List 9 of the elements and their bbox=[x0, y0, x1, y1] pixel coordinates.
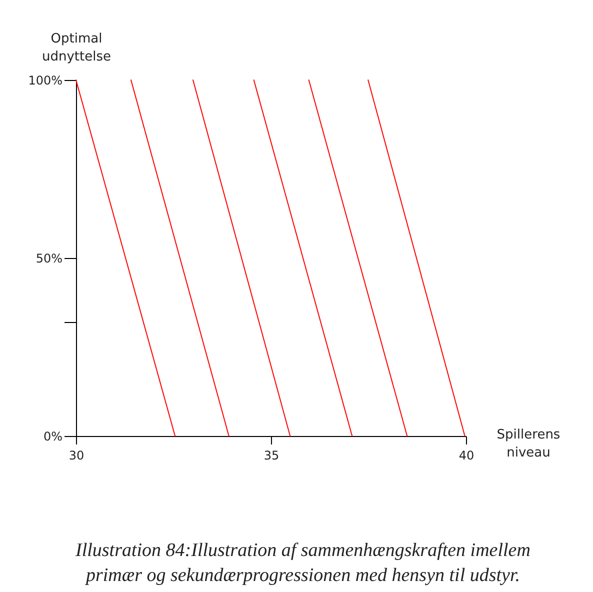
y-tick-label: 50% bbox=[36, 252, 62, 266]
x-axis-title: Spillerens niveau bbox=[496, 428, 560, 460]
x-tick-label: 35 bbox=[264, 448, 280, 462]
y-tick-label: 0% bbox=[43, 430, 62, 444]
text: Illustration 84:Illustration af sammenhængskraften imellem primær og sekundærprogressionen med hensyn til udstyr. bbox=[74, 540, 530, 586]
x-tick-label: 40 bbox=[458, 448, 474, 462]
y-axis-title: Optimal udnyttelse bbox=[42, 32, 111, 64]
x-tick-label: 30 bbox=[68, 448, 84, 462]
y-tick-label: 100% bbox=[28, 74, 62, 88]
